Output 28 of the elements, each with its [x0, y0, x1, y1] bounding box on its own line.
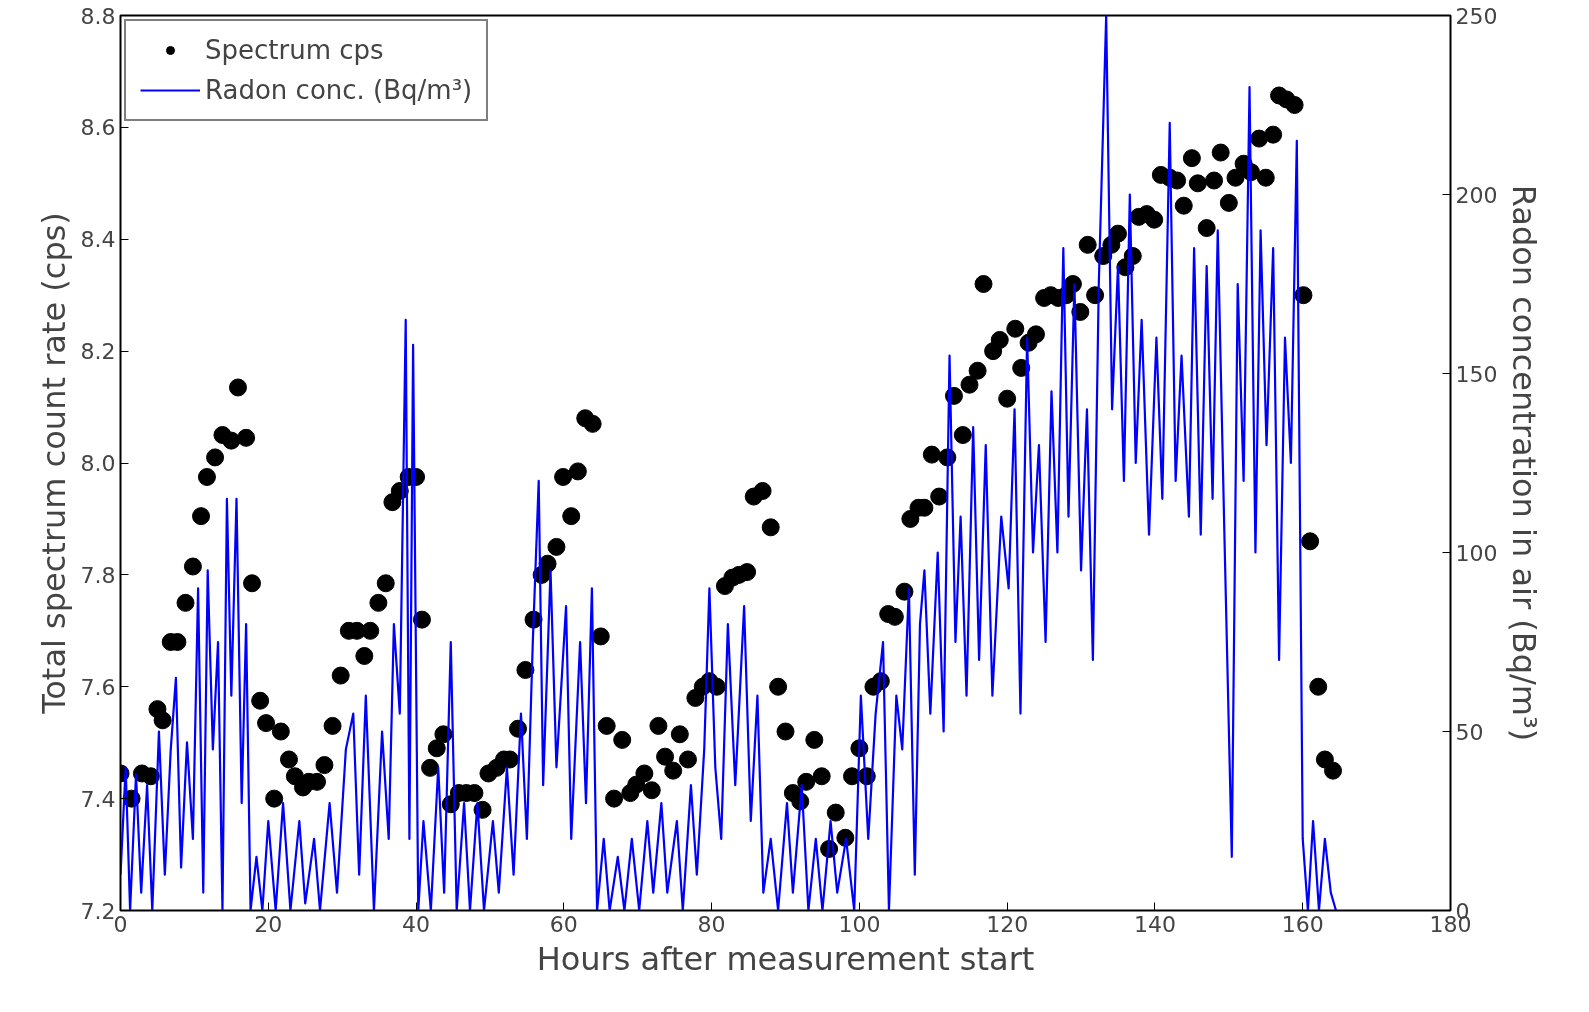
- x-tick-label: 0: [113, 911, 128, 937]
- y-tick-label: 7.2: [80, 898, 116, 924]
- y-tick-label: 8.0: [80, 451, 116, 476]
- y-tick-label: 8.2: [80, 339, 116, 365]
- x-tick-label: 40: [402, 911, 431, 937]
- y2-tick-label: 200: [1455, 182, 1498, 208]
- x-tick-label: 140: [1133, 911, 1176, 937]
- y-tick-label: 7.8: [80, 562, 116, 588]
- x-tick-label: 120: [986, 911, 1029, 937]
- x-tick-label: 100: [838, 911, 881, 937]
- y-tick-label: 8.4: [80, 227, 116, 253]
- y2-tick-label: 250: [1455, 3, 1498, 29]
- y-axis-title: Total spectrum count rate (cps): [34, 212, 73, 715]
- y2-tick-label: 50: [1455, 719, 1484, 745]
- y-tick-label: 8.6: [80, 115, 116, 141]
- y-tick-label: 7.4: [80, 786, 116, 812]
- x-axis-title: Hours after measurement start: [536, 939, 1035, 978]
- legend-label: Spectrum cps: [205, 35, 384, 65]
- y2-tick-label: 150: [1455, 361, 1498, 387]
- y2-tick-label: 100: [1455, 540, 1498, 566]
- y2-axis-title: Radon concentration in air (Bq/m³): [1505, 184, 1544, 742]
- x-tick-label: 20: [254, 911, 283, 937]
- legend-label: Radon conc. (Bq/m³): [205, 75, 473, 105]
- y-tick-label: 7.6: [80, 674, 116, 700]
- x-tick-label: 80: [697, 911, 726, 937]
- x-tick-label: 60: [549, 911, 578, 937]
- x-tick-label: 160: [1281, 911, 1324, 937]
- y-tick-label: 8.8: [80, 3, 116, 29]
